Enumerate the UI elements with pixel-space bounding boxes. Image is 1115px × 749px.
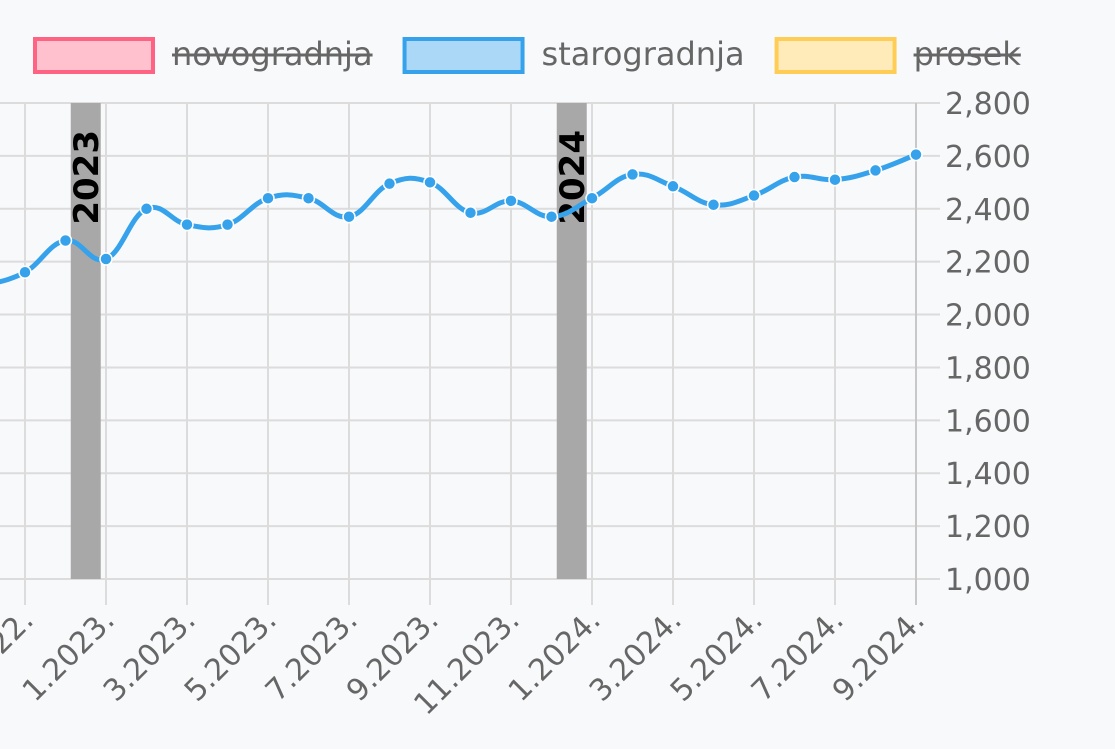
data-point <box>423 175 437 190</box>
data-point <box>504 194 518 208</box>
data-point <box>261 191 275 205</box>
year-band <box>70 103 101 579</box>
data-point <box>301 191 316 205</box>
axes: 1,000 1,200 1,400 1,600 1,800 2,000 2,200 2,400… <box>0 87 1031 722</box>
data-point <box>180 217 194 232</box>
data-point <box>585 191 599 205</box>
legend-swatch <box>402 37 525 74</box>
y-tick-label: 2,200 <box>945 246 1031 281</box>
data-point <box>868 163 883 178</box>
y-tick-label: 1,800 <box>945 351 1031 386</box>
data-point <box>747 188 761 203</box>
data-point <box>666 179 680 194</box>
data-point <box>909 147 923 162</box>
data-point <box>58 233 73 248</box>
grid <box>0 102 940 605</box>
y-tick-label: 2,600 <box>945 140 1031 175</box>
data-point <box>544 209 559 224</box>
data-point <box>828 172 842 187</box>
data-point <box>342 209 356 224</box>
data-point <box>139 202 154 216</box>
data-point <box>463 205 478 220</box>
plot <box>0 147 923 285</box>
x-tick-label: 11.2022. <box>0 603 41 722</box>
y-tick-label: 2,800 <box>945 87 1031 122</box>
data-point <box>787 170 802 184</box>
series-line <box>0 152 917 285</box>
legend-swatch <box>774 37 897 74</box>
year-band <box>556 103 587 579</box>
legend-item[interactable]: prosek <box>774 35 1022 74</box>
y-tick-label: 2,400 <box>945 193 1031 228</box>
y-tick-label: 2,000 <box>945 299 1031 334</box>
y-tick-label: 1,000 <box>945 563 1031 598</box>
y-tick-label: 1,600 <box>945 404 1031 439</box>
legend-label: starogradnja <box>542 35 745 73</box>
data-point <box>382 176 397 191</box>
y-tick-label: 1,400 <box>945 457 1031 492</box>
legend-item[interactable]: starogradnja <box>402 35 745 74</box>
year-label: 2023 <box>67 130 107 225</box>
bands: 2023 2024 <box>67 103 593 579</box>
data-point <box>220 217 235 232</box>
y-tick-label: 1,200 <box>945 510 1031 545</box>
data-point <box>706 198 721 212</box>
data-point <box>625 167 640 182</box>
legend: novogradnja starogradnja prosek <box>33 35 1022 74</box>
legend-swatch <box>33 37 155 74</box>
data-point <box>99 252 113 266</box>
x-tick-label: 9.2024. <box>826 603 932 709</box>
legend-item[interactable]: novogradnja <box>33 35 373 74</box>
data-point <box>18 265 32 279</box>
